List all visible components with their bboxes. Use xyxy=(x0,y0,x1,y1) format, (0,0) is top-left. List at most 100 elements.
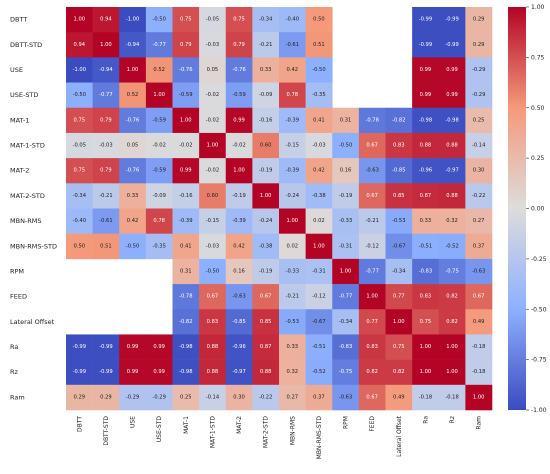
cell-value-label: -0.05 xyxy=(73,143,86,149)
cell-value-label: -0.50 xyxy=(339,143,352,149)
cell-value-label: -0.33 xyxy=(339,218,352,224)
heatmap-cell xyxy=(225,107,253,134)
heatmap-cell xyxy=(332,107,360,134)
cell-value-label: 0.16 xyxy=(233,268,245,274)
heatmap-cell xyxy=(385,132,413,159)
heatmap-cell xyxy=(145,57,173,83)
heatmap-cell xyxy=(119,158,147,184)
heatmap-cell xyxy=(412,82,440,109)
row-label: USE xyxy=(10,66,23,74)
heatmap-cell xyxy=(279,158,306,184)
cell-value-label: 1.00 xyxy=(180,117,192,123)
cell-value-label: -0.78 xyxy=(179,294,192,300)
cell-value-label: 0.41 xyxy=(313,117,325,123)
cell-value-label: 0.32 xyxy=(446,218,458,224)
heatmap-cell xyxy=(385,334,413,360)
colorbar-tick-label: 0.00 xyxy=(531,206,545,213)
cell-value-label: 0.83 xyxy=(420,294,432,300)
heatmap-cell xyxy=(66,208,93,234)
cell-value-label: -0.02 xyxy=(232,143,245,149)
heatmap-cell xyxy=(225,384,253,411)
heatmap-cell xyxy=(358,233,386,260)
cell-value-label: 0.82 xyxy=(446,294,458,300)
cell-value-label: -0.22 xyxy=(472,193,485,199)
heatmap-cell xyxy=(172,233,200,260)
heatmap-cell xyxy=(412,258,440,285)
heatmap-cell xyxy=(465,258,493,285)
heatmap-cell xyxy=(305,208,333,234)
row-label: DBTT-STD xyxy=(10,41,42,49)
heatmap-cell xyxy=(305,82,333,109)
heatmap-cell xyxy=(252,132,280,159)
cell-value-label: 0.29 xyxy=(100,394,112,400)
cell-value-label: -0.53 xyxy=(286,319,299,325)
cell-value-label: -0.02 xyxy=(206,117,219,123)
cell-value-label: 1.00 xyxy=(127,67,139,73)
cell-value-label: 0.75 xyxy=(74,117,86,123)
heatmap-cell xyxy=(438,359,466,386)
heatmap-cell xyxy=(225,57,253,83)
cell-value-label: -0.98 xyxy=(179,369,192,375)
cell-value-label: -0.63 xyxy=(365,168,378,174)
cell-value-label: 0.32 xyxy=(287,369,299,375)
heatmap-cell xyxy=(358,258,386,285)
heatmap-cell xyxy=(305,334,333,360)
heatmap-cell xyxy=(199,158,227,184)
cell-value-label: 0.94 xyxy=(74,42,86,48)
heatmap-cell xyxy=(252,359,280,386)
heatmap-cell xyxy=(199,284,227,310)
heatmap-cell xyxy=(279,57,306,83)
heatmap-cell xyxy=(119,82,147,109)
cell-value-label: 0.42 xyxy=(313,168,325,174)
cell-value-label: -0.99 xyxy=(419,42,432,48)
cell-value-label: -0.61 xyxy=(286,42,299,48)
heatmap-cell xyxy=(438,284,466,310)
heatmap-cell xyxy=(145,32,173,58)
heatmap-cell xyxy=(66,32,93,58)
cell-value-label: -0.40 xyxy=(73,218,86,224)
cell-value-label: -1.00 xyxy=(73,67,86,73)
cell-value-label: 0.99 xyxy=(446,92,458,98)
heatmap-cell xyxy=(66,233,93,260)
heatmap-cell xyxy=(119,32,147,58)
heatmap-cell xyxy=(92,57,120,83)
cell-value-label: -0.75 xyxy=(339,369,352,375)
cell-value-label: -0.77 xyxy=(365,268,378,274)
heatmap-cell xyxy=(412,359,440,386)
cell-value-label: -0.05 xyxy=(206,17,219,23)
column-label: USE xyxy=(130,416,137,428)
heatmap-cell xyxy=(465,158,493,184)
cell-value-label: -0.50 xyxy=(206,268,219,274)
heatmap-cell xyxy=(66,82,93,109)
cell-value-label: 0.27 xyxy=(473,218,485,224)
cell-value-label: -0.40 xyxy=(286,17,299,23)
cell-value-label: -0.35 xyxy=(152,243,165,249)
cell-value-label: 0.99 xyxy=(420,67,432,73)
heatmap-cell xyxy=(145,132,173,159)
cell-value-label: 0.82 xyxy=(446,319,458,325)
column-label: MBN-RMS xyxy=(289,416,296,445)
cell-value-label: -0.76 xyxy=(232,67,245,73)
heatmap-cell xyxy=(305,183,333,209)
cell-value-label: 0.51 xyxy=(313,42,325,48)
heatmap-cell xyxy=(119,183,147,209)
cell-value-label: -0.21 xyxy=(365,218,378,224)
heatmap-cell xyxy=(172,7,200,33)
cell-value-label: -0.94 xyxy=(99,67,113,73)
cell-value-label: -0.99 xyxy=(99,369,112,375)
heatmap-cell xyxy=(252,158,280,184)
cell-value-label: 0.99 xyxy=(127,344,139,350)
cell-value-label: -0.67 xyxy=(392,243,405,249)
colorbar-tick-label: -0.50 xyxy=(531,306,547,313)
row-label: MBN-RMS xyxy=(10,217,42,225)
heatmap-cell xyxy=(119,7,147,33)
heatmap-cell xyxy=(225,284,253,310)
heatmap-cell xyxy=(252,107,280,134)
heatmap-cell xyxy=(279,233,306,260)
cell-value-label: 0.49 xyxy=(473,319,485,325)
heatmap-cell xyxy=(145,183,173,209)
heatmap-cell xyxy=(172,132,200,159)
heatmap-cell xyxy=(66,132,93,159)
heatmap-cell xyxy=(66,183,93,209)
cell-value-label: -0.94 xyxy=(126,42,140,48)
